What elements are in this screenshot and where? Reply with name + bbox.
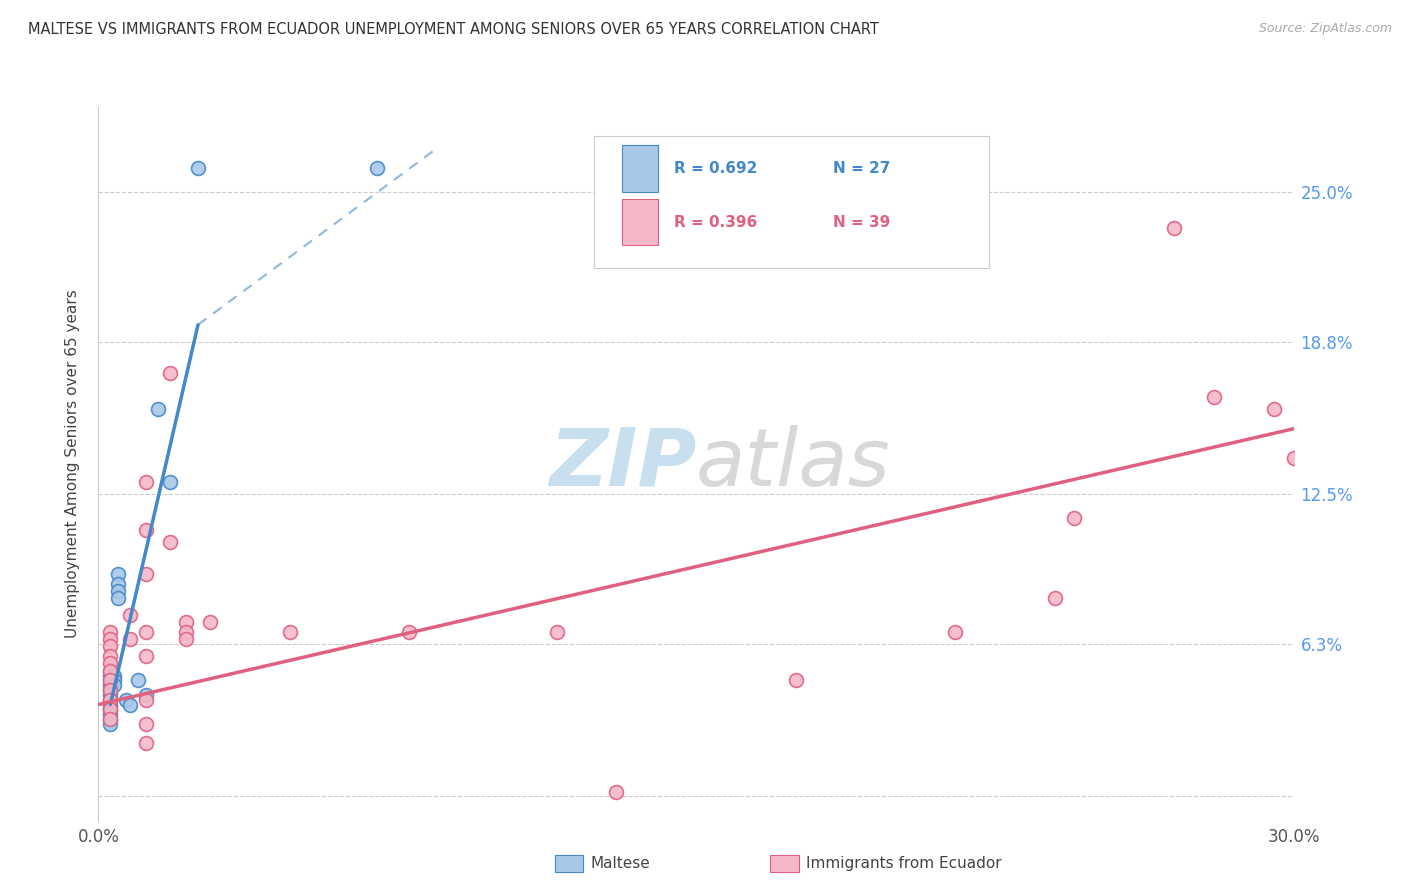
Point: [174, 632, 197, 647]
Point: [100, 640, 122, 654]
Text: R = 0.692: R = 0.692: [675, 161, 758, 176]
Text: N = 27: N = 27: [834, 161, 891, 176]
Text: R = 0.396: R = 0.396: [675, 215, 758, 229]
Point: [1282, 450, 1305, 465]
Point: [366, 161, 388, 175]
Point: [103, 678, 125, 692]
Y-axis label: Unemployment Among Seniors over 65 years: Unemployment Among Seniors over 65 years: [65, 290, 80, 638]
Point: [100, 668, 122, 682]
Point: [159, 366, 181, 380]
Point: [135, 524, 157, 538]
Point: [278, 624, 301, 639]
Point: [107, 576, 129, 591]
Point: [785, 673, 807, 688]
FancyBboxPatch shape: [621, 145, 658, 192]
Point: [135, 717, 157, 731]
Point: [107, 566, 129, 581]
FancyBboxPatch shape: [595, 136, 988, 268]
Point: [127, 673, 149, 688]
Point: [135, 688, 157, 702]
Point: [100, 702, 122, 716]
Point: [135, 566, 157, 581]
Point: [103, 668, 125, 682]
FancyBboxPatch shape: [621, 199, 658, 245]
Point: [174, 615, 197, 630]
Point: [100, 632, 122, 647]
Point: [135, 649, 157, 664]
Point: [1163, 221, 1185, 235]
Point: [100, 712, 122, 726]
Point: [135, 736, 157, 750]
Point: [943, 624, 966, 639]
Point: [174, 624, 197, 639]
Point: [198, 615, 221, 630]
Point: [100, 698, 122, 712]
Point: [100, 624, 122, 639]
Point: [100, 673, 122, 688]
Point: [100, 712, 122, 726]
Point: [100, 702, 122, 716]
Point: [100, 683, 122, 698]
Point: [100, 664, 122, 678]
Text: MALTESE VS IMMIGRANTS FROM ECUADOR UNEMPLOYMENT AMONG SENIORS OVER 65 YEARS CORR: MALTESE VS IMMIGRANTS FROM ECUADOR UNEMP…: [28, 22, 879, 37]
Text: N = 39: N = 39: [834, 215, 890, 229]
Text: ZIP: ZIP: [548, 425, 696, 503]
Text: Source: ZipAtlas.com: Source: ZipAtlas.com: [1258, 22, 1392, 36]
Point: [103, 673, 125, 688]
Point: [1202, 390, 1225, 404]
Point: [100, 692, 122, 706]
Point: [159, 475, 181, 489]
Point: [120, 698, 142, 712]
Point: [100, 649, 122, 664]
Point: [1043, 591, 1066, 606]
Point: [135, 475, 157, 489]
Point: [100, 688, 122, 702]
Point: [100, 657, 122, 671]
Point: [107, 591, 129, 606]
Point: [100, 683, 122, 698]
Point: [120, 607, 142, 622]
Point: [398, 624, 420, 639]
Point: [100, 707, 122, 722]
Point: [1263, 402, 1285, 417]
Point: [100, 664, 122, 678]
Text: atlas: atlas: [696, 425, 891, 503]
Point: [100, 678, 122, 692]
Point: [159, 535, 181, 549]
Point: [187, 161, 209, 175]
Point: [546, 624, 568, 639]
Point: [100, 692, 122, 706]
Point: [1063, 511, 1085, 525]
Text: Immigrants from Ecuador: Immigrants from Ecuador: [806, 856, 1001, 871]
Point: [135, 692, 157, 706]
Point: [135, 624, 157, 639]
Point: [120, 632, 142, 647]
Point: [100, 673, 122, 688]
Point: [605, 784, 627, 798]
Point: [115, 692, 138, 706]
Point: [148, 402, 170, 417]
Text: Maltese: Maltese: [591, 856, 650, 871]
Point: [100, 717, 122, 731]
Point: [107, 583, 129, 598]
